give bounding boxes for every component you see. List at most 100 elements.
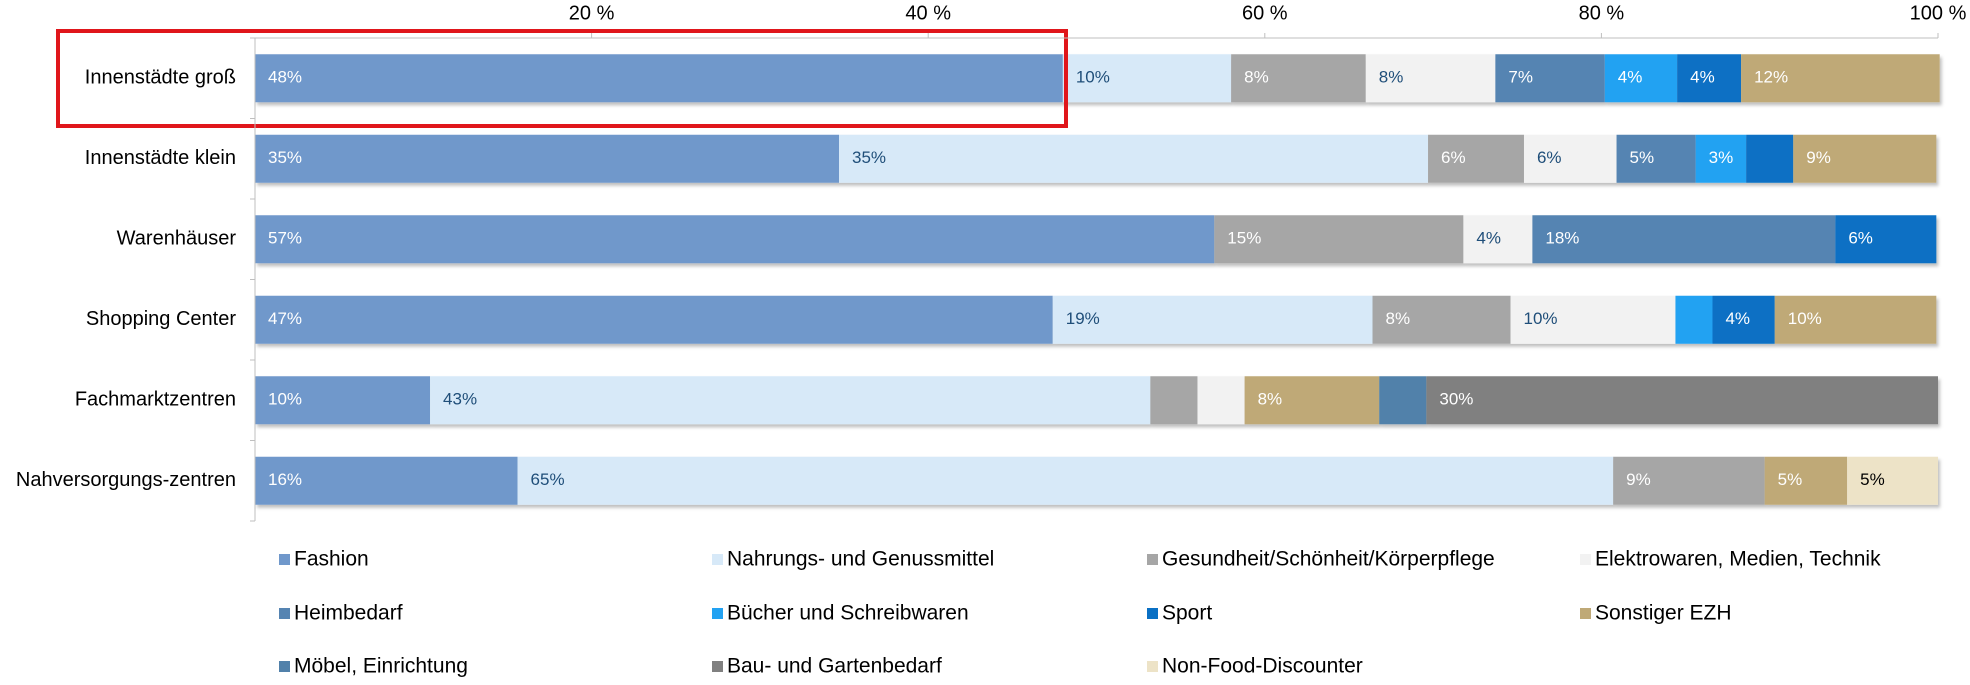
bar-segment <box>1532 215 1836 264</box>
x-tick-label: 80 % <box>1579 2 1625 24</box>
value-label: 30% <box>1439 390 1473 409</box>
value-label: 16% <box>268 470 302 489</box>
value-label: 8% <box>1258 390 1283 409</box>
bar-segment <box>1426 376 1938 425</box>
bars <box>255 54 1940 505</box>
bar-segment <box>1510 295 1676 344</box>
value-label: 15% <box>1227 229 1261 248</box>
bar-segment <box>1428 134 1524 183</box>
legend-label: Elektrowaren, Medien, Technik <box>1595 548 1881 571</box>
value-label: 43% <box>443 390 477 409</box>
bar-segment <box>1764 456 1848 505</box>
bar-segment <box>1774 295 1937 344</box>
bar-segment <box>1495 54 1605 103</box>
bar-segment <box>1523 134 1617 183</box>
legend-swatch <box>712 608 723 619</box>
value-label: 4% <box>1725 309 1750 328</box>
category-label: Innenstädte groß <box>85 67 236 89</box>
bar-segment <box>1741 54 1940 103</box>
bar-segment <box>255 134 840 183</box>
legend-label: Gesundheit/Schönheit/Körperpflege <box>1162 548 1495 571</box>
x-tick-label: 60 % <box>1242 2 1288 24</box>
legend-swatch <box>1147 608 1158 619</box>
legend-label: Möbel, Einrichtung <box>294 655 468 678</box>
value-label: 7% <box>1508 68 1533 87</box>
bar-segment <box>1365 54 1496 103</box>
bar-segment <box>255 456 518 505</box>
bar-segment <box>1372 295 1511 344</box>
value-label: 10% <box>1788 309 1822 328</box>
value-label: 6% <box>1441 148 1466 167</box>
highlight-box <box>56 29 1068 128</box>
value-label: 5% <box>1860 470 1885 489</box>
category-label: Nahversorgungs-zentren <box>16 469 236 491</box>
value-label: 5% <box>1778 470 1803 489</box>
value-label: 35% <box>852 148 886 167</box>
bar-segment <box>1244 376 1380 425</box>
bar-segment <box>1616 134 1696 183</box>
category-label: Warenhäuser <box>117 228 237 250</box>
bar-segment <box>1062 54 1232 103</box>
bar-segment <box>1379 376 1427 425</box>
value-label: 18% <box>1545 229 1579 248</box>
bar-segment <box>1052 295 1373 344</box>
value-label: 5% <box>1630 148 1655 167</box>
bar-segment <box>1712 295 1775 344</box>
legend-label: Sport <box>1162 602 1212 625</box>
bar-segment <box>1463 215 1533 264</box>
value-label: 8% <box>1386 309 1411 328</box>
legend-swatch <box>1580 554 1591 565</box>
legend-swatch <box>1580 608 1591 619</box>
category-label: Fachmarktzentren <box>75 389 236 411</box>
bar-segment <box>255 376 431 425</box>
bar-segment <box>1746 134 1794 183</box>
legend-label: Fashion <box>294 548 369 571</box>
bar-segment <box>1793 134 1937 183</box>
bar-segment <box>430 376 1151 425</box>
legend-label: Heimbedarf <box>294 602 403 625</box>
bar-segment <box>1604 54 1678 103</box>
bar-segment <box>1231 54 1366 103</box>
legend-label: Bau- und Gartenbedarf <box>727 655 942 678</box>
bar-segment <box>1197 376 1245 425</box>
value-label: 4% <box>1476 229 1501 248</box>
value-label: 48% <box>268 68 302 87</box>
category-label: Shopping Center <box>86 308 236 330</box>
bar-segment <box>1835 215 1937 264</box>
legend-swatch <box>1147 554 1158 565</box>
x-tick-label: 100 % <box>1910 2 1967 24</box>
value-label: 4% <box>1618 68 1643 87</box>
legend-label: Bücher und Schreibwaren <box>727 602 969 625</box>
value-label: 19% <box>1066 309 1100 328</box>
legend-swatch <box>712 661 723 672</box>
legend-label: Nahrungs- und Genussmittel <box>727 548 994 571</box>
bar-segment <box>1613 456 1765 505</box>
legend-label: Sonstiger EZH <box>1595 602 1732 625</box>
legend-swatch <box>712 554 723 565</box>
value-label: 10% <box>1076 68 1110 87</box>
legend-label: Non-Food-Discounter <box>1162 655 1363 678</box>
value-label: 10% <box>268 390 302 409</box>
bar-segment <box>517 456 1614 505</box>
value-label: 8% <box>1379 68 1404 87</box>
legend-swatch <box>1147 661 1158 672</box>
value-label: 65% <box>531 470 565 489</box>
value-label: 8% <box>1244 68 1269 87</box>
value-label: 12% <box>1754 68 1788 87</box>
legend-swatch <box>279 554 290 565</box>
bar-segment <box>1695 134 1747 183</box>
value-label: 57% <box>268 229 302 248</box>
x-tick-label: 40 % <box>905 2 951 24</box>
bar-segment <box>1677 54 1742 103</box>
bar-segment <box>839 134 1429 183</box>
x-tick-label: 20 % <box>569 2 615 24</box>
value-label: 35% <box>268 148 302 167</box>
value-label: 4% <box>1690 68 1715 87</box>
legend-swatch <box>279 661 290 672</box>
bar-segment <box>255 54 1063 103</box>
value-label: 47% <box>268 309 302 328</box>
value-label: 3% <box>1709 148 1734 167</box>
value-label: 9% <box>1806 148 1831 167</box>
value-label: 9% <box>1626 470 1651 489</box>
